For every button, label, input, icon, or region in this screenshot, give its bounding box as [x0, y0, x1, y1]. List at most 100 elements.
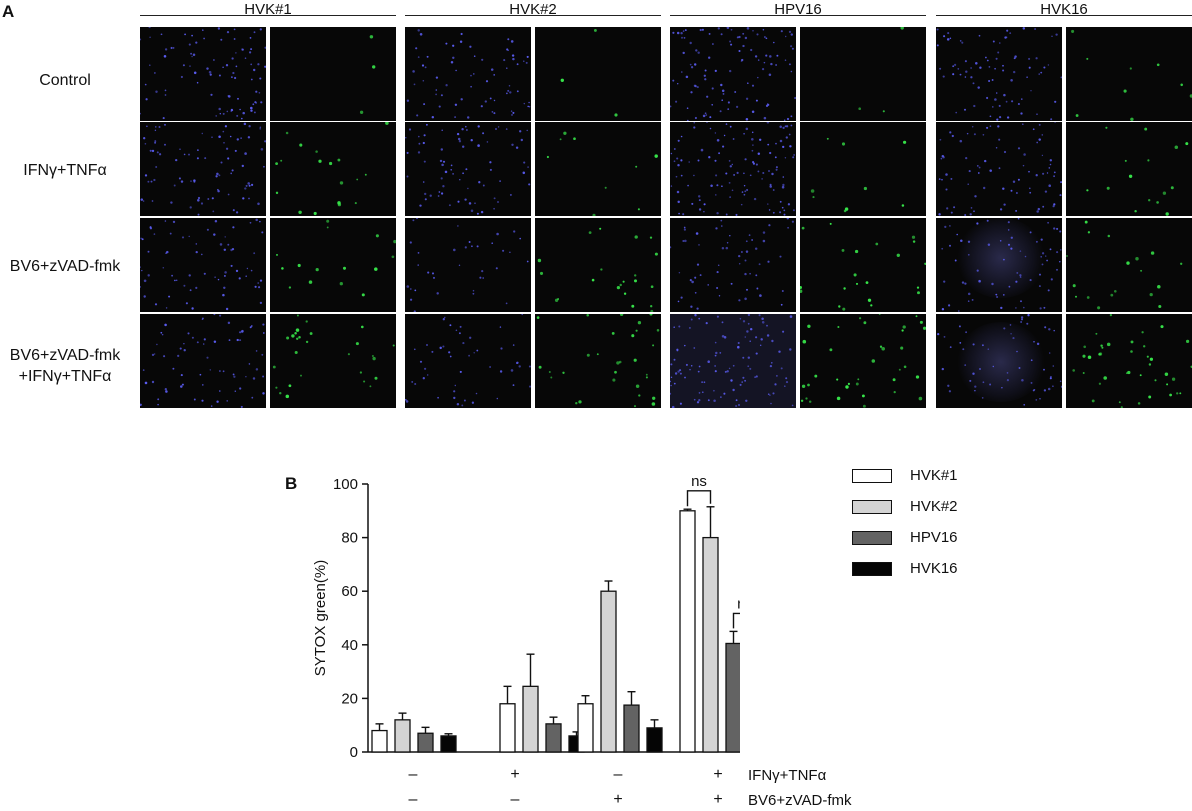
nucleus-dot — [1015, 280, 1018, 283]
nucleus-dot — [729, 125, 732, 128]
nucleus-dot — [974, 385, 977, 388]
nucleus-dot — [954, 259, 957, 262]
nucleus-dot — [259, 77, 262, 80]
nucleus-dot — [472, 289, 475, 292]
nucleus-dot — [722, 92, 725, 95]
nucleus-dot — [1041, 252, 1045, 255]
nucleus-dot — [241, 164, 244, 168]
nucleus-dot — [1053, 227, 1056, 230]
nucleus-dot — [699, 28, 702, 32]
nucleus-dot — [519, 237, 521, 240]
nucleus-dot — [768, 73, 772, 77]
nucleus-dot — [232, 373, 235, 376]
nucleus-dot — [193, 71, 197, 75]
nucleus-dot — [941, 367, 944, 371]
sytox-dot — [342, 266, 347, 270]
nucleus-dot — [696, 401, 700, 404]
sytox-dot — [893, 390, 896, 394]
sytox-dot — [863, 321, 867, 325]
nucleus-dot — [691, 280, 694, 284]
nucleus-dot — [673, 160, 676, 163]
nucleus-dot — [733, 173, 736, 176]
nucleus-dot — [508, 85, 511, 87]
sytox-dot — [313, 211, 317, 216]
sytox-dot — [1148, 199, 1151, 202]
sytox-dot — [550, 376, 553, 379]
nucleus-dot — [680, 32, 683, 35]
nucleus-dot — [972, 82, 975, 85]
nucleus-dot — [499, 326, 502, 328]
nucleus-dot — [144, 381, 148, 385]
nucleus-dot — [941, 308, 945, 311]
row-label: BV6+zVAD-fmk +IFNγ+TNFα — [0, 345, 130, 387]
nucleus-dot — [944, 225, 947, 229]
nucleus-dot — [180, 385, 183, 388]
nucleus-dot — [1027, 314, 1030, 317]
nucleus-dot — [785, 377, 788, 380]
nucleus-dot — [217, 278, 220, 281]
nucleus-dot — [412, 219, 415, 222]
sytox-dot — [599, 227, 602, 230]
sytox-dot — [298, 210, 302, 215]
nucleus-dot — [973, 133, 976, 136]
nucleus-dot — [235, 211, 239, 214]
nucleus-dot — [1047, 221, 1049, 224]
nucleus-dot — [675, 175, 678, 178]
nucleus-dot — [242, 111, 245, 115]
nucleus-dot — [259, 220, 261, 223]
nucleus-dot — [747, 322, 750, 325]
nucleus-dot — [782, 330, 785, 333]
nucleus-dot — [442, 318, 445, 321]
nucleus-dot — [720, 219, 723, 222]
nucleus-dot — [247, 136, 251, 139]
nucleus-dot — [672, 79, 675, 82]
nucleus-dot — [165, 390, 168, 393]
nucleus-dot — [215, 175, 218, 178]
nucleus-dot — [493, 74, 496, 76]
nucleus-dot — [782, 145, 785, 149]
sytox-dot — [855, 282, 859, 285]
nucleus-dot — [144, 174, 148, 177]
nucleus-dot — [767, 203, 769, 205]
nucleus-dot — [1056, 251, 1059, 254]
sytox-dot — [855, 382, 859, 386]
nucleus-dot — [226, 110, 229, 113]
nucleus-dot — [179, 347, 182, 350]
nucleus-dot — [949, 346, 952, 348]
nucleus-dot — [164, 48, 168, 51]
sytox-dot — [807, 383, 810, 387]
condition-sign: + — [510, 766, 520, 783]
bar — [522, 685, 539, 753]
nucleus-dot — [195, 250, 198, 254]
micrograph-sytox — [270, 122, 396, 216]
nucleus-dot — [722, 145, 725, 148]
nucleus-dot — [197, 199, 200, 202]
nucleus-dot — [782, 126, 785, 130]
nucleus-dot — [956, 233, 958, 236]
nucleus-dot — [405, 398, 407, 401]
nucleus-dot — [496, 232, 499, 236]
sytox-dot — [538, 365, 542, 369]
sytox-dot — [1086, 189, 1089, 192]
sytox-dot — [878, 314, 881, 315]
nucleus-dot — [528, 385, 531, 388]
nucleus-dot — [756, 33, 759, 36]
nucleus-dot — [727, 108, 730, 110]
nucleus-dot — [1040, 71, 1043, 74]
nucleus-dot — [155, 166, 158, 168]
column-title: HVK#1 — [244, 1, 292, 18]
nucleus-dot — [202, 384, 204, 386]
nucleus-dot — [1020, 112, 1023, 115]
nucleus-dot — [518, 365, 521, 368]
nucleus-dot — [766, 103, 769, 105]
nucleus-dot — [688, 161, 690, 163]
nucleus-dot — [670, 380, 671, 383]
nucleus-dot — [1022, 27, 1026, 30]
sytox-dot — [1086, 57, 1089, 60]
y-tick-label: 80 — [341, 530, 358, 547]
nucleus-dot — [670, 363, 673, 366]
nucleus-dot — [992, 40, 995, 43]
nucleus-dot — [753, 197, 757, 201]
micrograph-nuclei — [405, 314, 531, 408]
sytox-dot — [1169, 393, 1172, 397]
